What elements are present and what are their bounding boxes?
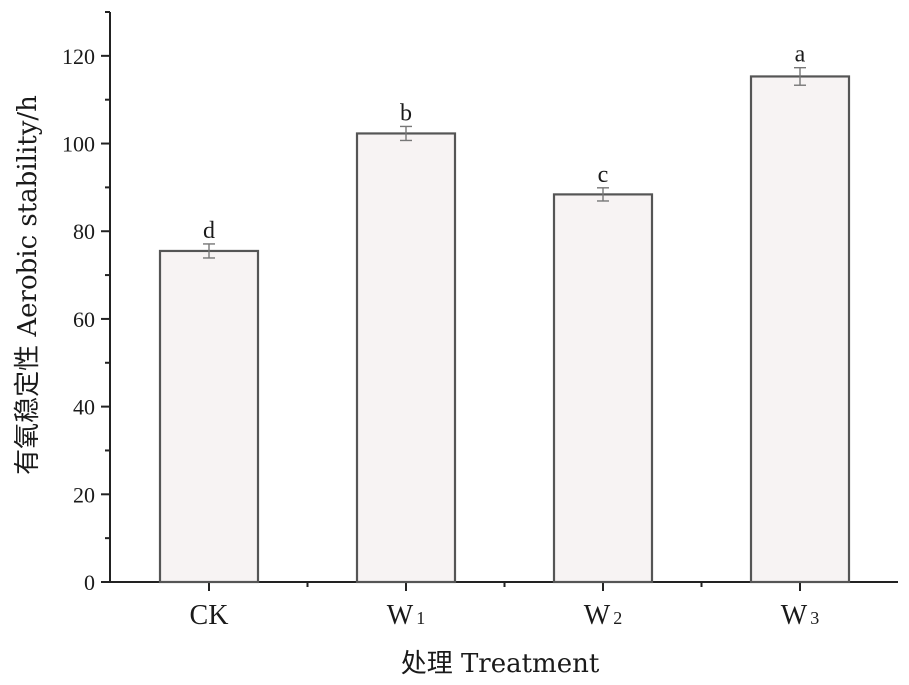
y-axis-title: 有氧稳定性 Aerobic stability/h — [13, 95, 43, 475]
x-tick-label-CK: CK — [190, 600, 229, 631]
x-tick-label-subscript: 3 — [810, 608, 819, 628]
x-tick-label-main: CK — [190, 600, 229, 631]
error-bar-W3 — [794, 66, 806, 86]
x-tick-label-subscript: 2 — [613, 608, 622, 628]
x-tick-label-subscript: 1 — [416, 608, 425, 628]
x-tick-label-main: W — [781, 600, 808, 631]
bar-W2 — [552, 193, 654, 584]
x-tick-label-main: W — [387, 600, 414, 631]
significance-label-W1: b — [400, 100, 412, 126]
x-axis-title: 处理 Treatment — [401, 649, 600, 679]
y-tick-label-80: 80 — [73, 219, 95, 244]
bar-W3 — [749, 75, 851, 584]
bars — [158, 66, 851, 584]
error-bar-CK — [203, 243, 215, 259]
y-tick-label-0: 0 — [84, 570, 95, 595]
bar-W1 — [355, 132, 457, 584]
bar-CK — [158, 249, 260, 584]
significance-label-W2: c — [598, 162, 609, 188]
significance-label-CK: d — [203, 218, 215, 244]
error-bar-W2 — [597, 187, 609, 202]
y-tick-label-20: 20 — [73, 482, 95, 507]
y-tick-label-100: 100 — [62, 132, 95, 157]
y-tick-label-120: 120 — [62, 44, 95, 69]
significance-label-W3: a — [795, 42, 806, 68]
x-tick-label-main: W — [584, 600, 611, 631]
error-bar-W1 — [400, 125, 412, 142]
y-tick-label-60: 60 — [73, 307, 95, 332]
y-tick-label-40: 40 — [73, 395, 95, 420]
